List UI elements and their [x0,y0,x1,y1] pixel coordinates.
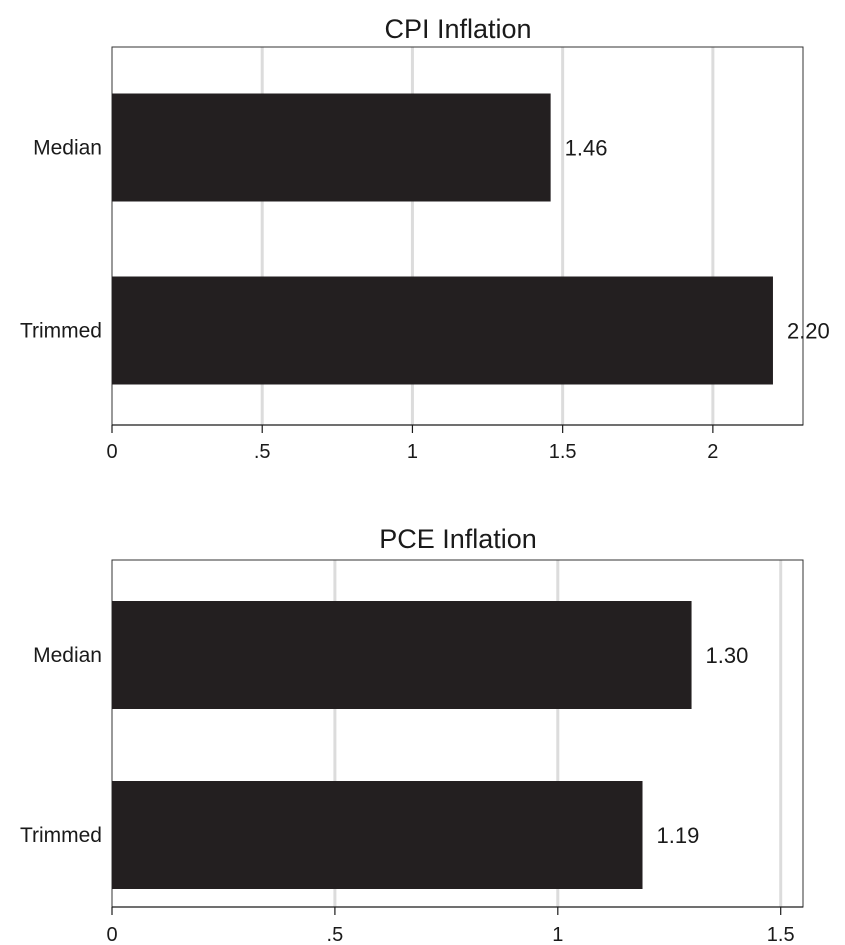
x-tick-label-2-1: .5 [327,924,344,945]
bar-2-trimmed [112,781,643,889]
x-tick-label-1-3: 1.5 [549,441,577,463]
x-tick-label-2-0: 0 [106,924,117,945]
category-label-2-trimmed: Trimmed [20,824,102,847]
x-tick-label-2-2: 1 [552,924,563,945]
value-label-1-trimmed: 2.20 [787,319,830,344]
value-label-1-median: 1.46 [565,136,608,161]
value-label-2-median: 1.30 [706,643,749,668]
panel-title-1: CPI Inflation [384,14,531,44]
x-tick-label-1-4: 2 [707,441,718,463]
category-label-1-median: Median [33,137,102,160]
category-label-2-median: Median [33,644,102,667]
category-label-1-trimmed: Trimmed [20,320,102,343]
x-tick-label-1-2: 1 [407,441,418,463]
bar-2-median [112,601,692,709]
x-tick-label-2-3: 1.5 [767,924,795,945]
bar-1-median [112,93,551,202]
value-label-2-trimmed: 1.19 [657,823,700,848]
bar-1-trimmed [112,276,773,385]
x-tick-label-1-1: .5 [254,441,271,463]
panel-title-2: PCE Inflation [379,524,537,554]
x-tick-label-1-0: 0 [106,441,117,463]
